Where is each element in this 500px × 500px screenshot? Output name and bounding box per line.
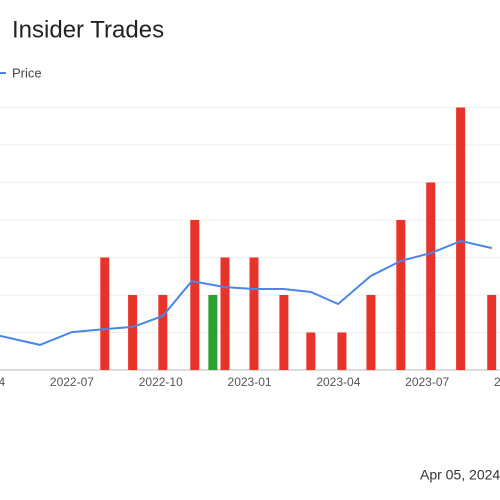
bar — [158, 295, 168, 370]
bar — [279, 295, 289, 370]
legend-label: Price — [12, 65, 42, 80]
x-tick-label: 2023-10 — [494, 375, 500, 389]
bar — [366, 295, 376, 370]
x-tick-label: 2022-07 — [50, 375, 94, 389]
x-tick-label: 2023-01 — [228, 375, 272, 389]
x-tick-label: 2022-10 — [139, 375, 183, 389]
bar — [208, 295, 218, 370]
bar — [128, 295, 138, 370]
x-tick-label: 2023-04 — [316, 375, 360, 389]
bar — [306, 332, 316, 370]
bar — [190, 220, 200, 370]
x-tick-label: 2022-04 — [0, 375, 5, 389]
chart-title: Insider Trades — [12, 16, 164, 43]
bar — [456, 107, 466, 370]
bar — [426, 182, 436, 370]
footer-date: Apr 05, 2024 — [420, 467, 500, 483]
bar — [220, 257, 230, 370]
bar — [249, 257, 259, 370]
price-line — [0, 239, 493, 346]
bar — [337, 332, 347, 370]
bar — [487, 295, 497, 370]
x-tick-label: 2023-07 — [405, 375, 449, 389]
bar — [100, 257, 110, 370]
bar — [396, 220, 406, 370]
